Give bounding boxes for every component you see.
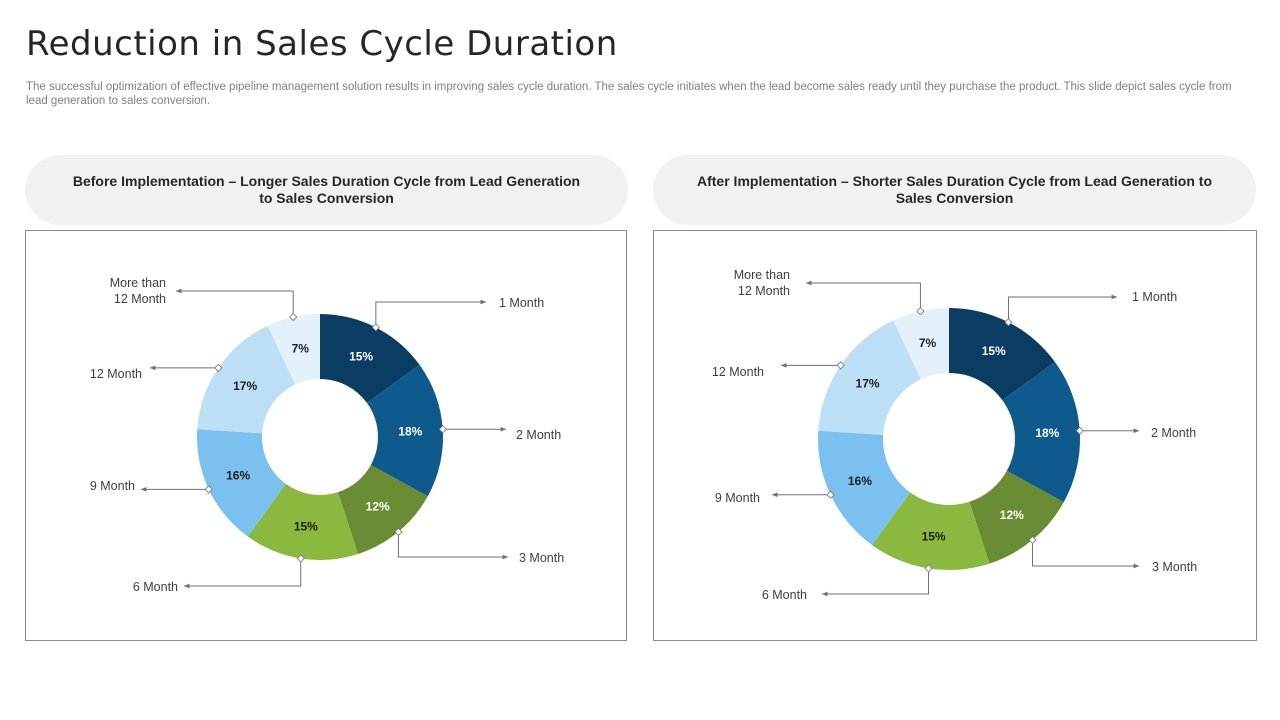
slice-9-month: [196, 429, 286, 537]
leader-line-6-month: [822, 568, 930, 597]
slice-3-month: [969, 470, 1064, 564]
category-label-more-than-12-month: More than 12 Month: [734, 268, 790, 298]
slice-2-month: [1002, 362, 1080, 503]
before-heading: Before Implementation – Longer Sales Dur…: [72, 173, 581, 206]
leader-anchor-12-month: [214, 363, 223, 372]
leader-anchor-2-month: [438, 425, 447, 434]
leader-anchor-3-month: [394, 527, 403, 536]
category-label-6-month: 6 Month: [762, 588, 807, 602]
category-label-3-month: 3 Month: [1152, 560, 1197, 574]
leader-anchor-more-than-12-month: [916, 307, 925, 316]
category-label-2-month: 2 Month: [1151, 426, 1196, 440]
slice-label-12-month: 17%: [856, 377, 880, 391]
slice-label-6-month: 15%: [294, 519, 318, 533]
page-title: Reduction in Sales Cycle Duration: [26, 24, 618, 64]
after-donut-chart: 15% 1 Month 18% 2 Month 12% 3 Month 15% 6 Month…: [712, 268, 1197, 602]
category-label-12-month: 12 Month: [90, 367, 142, 381]
slice-6-month: [872, 492, 990, 570]
before-heading-pill: Before Implementation – Longer Sales Dur…: [25, 155, 628, 225]
slice-2-month: [366, 364, 443, 497]
leader-anchor-1-month: [1004, 318, 1013, 327]
leader-anchor-6-month: [924, 564, 933, 573]
leader-line-1-month: [375, 299, 486, 328]
slice-3-month: [337, 464, 428, 554]
slice-more-than-12-month: [893, 308, 949, 380]
slice-more-than-12-month: [267, 314, 320, 385]
slice-1-month: [949, 308, 1055, 401]
category-label-9-month: 9 Month: [715, 491, 760, 505]
leader-line-6-month: [184, 558, 302, 589]
before-donut-chart: 15% 1 Month 18% 2 Month 12% 3 Month 15% 6 Month…: [90, 276, 564, 594]
category-label-more-than-12-month: More than 12 Month: [110, 276, 166, 306]
slice-12-month: [197, 325, 296, 434]
slice-label-2-month: 18%: [398, 424, 422, 438]
slice-label-more-than-12-month: 7%: [919, 336, 937, 350]
category-label-1-month: 1 Month: [1132, 290, 1177, 304]
leader-anchor-more-than-12-month: [289, 312, 298, 322]
slice-1-month: [320, 314, 420, 403]
slice-label-6-month: 15%: [922, 529, 946, 543]
category-label-2-month: 2 Month: [516, 428, 561, 442]
page-subtitle: The successful optimization of effective…: [26, 81, 1232, 107]
leader-anchor-2-month: [1075, 426, 1084, 435]
leader-anchor-3-month: [1028, 535, 1037, 545]
slice-label-9-month: 16%: [848, 474, 872, 488]
before-chart-panel: 15% 1 Month 18% 2 Month 12% 3 Month 15% 6 Month…: [25, 230, 627, 641]
leader-line-more-than-12-month: [806, 280, 921, 312]
category-label-1-month: 1 Month: [499, 296, 544, 310]
slice-12-month: [818, 320, 921, 435]
slice-9-month: [818, 430, 911, 545]
after-heading-pill: After Implementation – Shorter Sales Dur…: [653, 155, 1256, 225]
slice-label-12-month: 17%: [233, 379, 257, 393]
category-label-3-month: 3 Month: [519, 551, 564, 565]
slice-label-1-month: 15%: [982, 344, 1006, 358]
leader-line-3-month: [1032, 539, 1139, 569]
after-heading: After Implementation – Shorter Sales Dur…: [697, 173, 1212, 206]
leader-anchor-9-month: [204, 485, 213, 494]
slice-label-2-month: 18%: [1035, 426, 1059, 440]
slice-6-month: [247, 483, 359, 560]
leader-anchor-9-month: [826, 490, 835, 499]
after-chart-panel: 15% 1 Month 18% 2 Month 12% 3 Month 15% 6 Month…: [653, 230, 1257, 641]
slice-label-3-month: 12%: [1000, 508, 1024, 522]
slice-label-1-month: 15%: [349, 349, 373, 363]
category-label-9-month: 9 Month: [90, 479, 135, 493]
leader-line-more-than-12-month: [176, 288, 294, 317]
leader-anchor-1-month: [371, 323, 380, 332]
leader-anchor-12-month: [836, 361, 845, 370]
leader-anchor-6-month: [296, 554, 305, 563]
slice-label-3-month: 12%: [366, 500, 390, 514]
slice-label-9-month: 16%: [226, 469, 250, 483]
leader-line-1-month: [1007, 294, 1117, 323]
category-label-6-month: 6 Month: [133, 580, 178, 594]
slice-label-more-than-12-month: 7%: [292, 342, 310, 356]
leader-line-3-month: [397, 531, 508, 560]
category-label-12-month: 12 Month: [712, 365, 764, 379]
